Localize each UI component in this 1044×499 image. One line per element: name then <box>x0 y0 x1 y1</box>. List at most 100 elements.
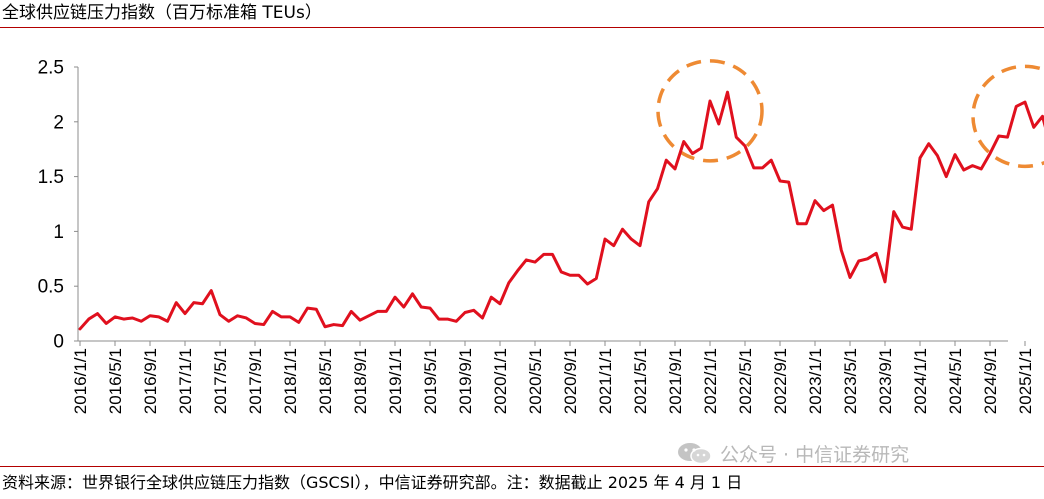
data-point <box>367 314 370 317</box>
data-point <box>665 159 668 162</box>
data-point <box>271 310 274 313</box>
data-point <box>1006 136 1009 139</box>
data-point <box>770 159 773 162</box>
data-point <box>376 310 379 313</box>
x-tick-label: 2019/5/1 <box>421 348 440 414</box>
x-tick-label: 2021/1/1 <box>596 348 615 414</box>
data-point <box>481 316 484 319</box>
source-note: 资料来源：世界银行全球供应链压力指数（GSCSI），中信证券研究部。注：数据截止… <box>2 473 743 492</box>
data-point <box>778 179 781 182</box>
data-point <box>805 222 808 225</box>
data-point <box>175 301 178 304</box>
data-point <box>813 199 816 202</box>
wechat-icon <box>678 443 712 464</box>
data-point <box>227 320 230 323</box>
y-tick-label: 0.5 <box>38 277 64 298</box>
data-point <box>560 270 563 273</box>
data-point <box>350 310 353 313</box>
data-point <box>840 248 843 251</box>
highlight-circle-2 <box>971 64 1044 169</box>
data-point <box>988 152 991 155</box>
data-point <box>218 313 221 316</box>
data-point <box>105 322 108 325</box>
x-tick-label: 2021/9/1 <box>666 348 685 414</box>
x-tick-label: 2022/9/1 <box>771 348 790 414</box>
data-point <box>971 164 974 167</box>
data-point <box>822 209 825 212</box>
x-tick-label: 2023/1/1 <box>806 348 825 414</box>
data-point <box>306 307 309 310</box>
data-point <box>463 311 466 314</box>
x-tick-label: 2024/9/1 <box>981 348 1000 414</box>
data-point <box>525 258 528 261</box>
data-point <box>236 314 239 317</box>
data-point <box>210 289 213 292</box>
x-tick-label: 2021/5/1 <box>631 348 650 414</box>
data-point <box>533 260 536 263</box>
x-tick-label: 2019/1/1 <box>386 348 405 414</box>
data-point <box>647 200 650 203</box>
x-tick-label: 2018/5/1 <box>316 348 335 414</box>
data-point <box>700 147 703 150</box>
line-chart: 00.511.522.5 2016/1/1 2016/5/1 2016/9/1 201… <box>38 58 1044 414</box>
data-point <box>936 154 939 157</box>
data-point <box>148 314 151 317</box>
data-point <box>253 322 256 325</box>
data-point <box>245 316 248 319</box>
data-point <box>918 156 921 159</box>
data-point <box>490 296 493 299</box>
data-point <box>603 237 606 240</box>
data-point <box>288 315 291 318</box>
x-tick-label: 2016/1/1 <box>71 348 90 414</box>
x-tick-label: 2018/9/1 <box>351 348 370 414</box>
x-tick-label: 2022/1/1 <box>701 348 720 414</box>
data-point <box>1023 100 1026 103</box>
data-point <box>875 252 878 255</box>
series-group <box>78 90 1044 331</box>
data-point <box>393 296 396 299</box>
data-point <box>323 325 326 328</box>
x-tick-label: 2022/5/1 <box>736 348 755 414</box>
data-point <box>140 320 143 323</box>
data-point <box>157 315 160 318</box>
data-point <box>682 140 685 143</box>
data-point <box>385 310 388 313</box>
data-point <box>761 166 764 169</box>
data-point <box>358 319 361 322</box>
data-point <box>735 136 738 139</box>
y-tick-label: 1 <box>53 222 64 243</box>
x-tick-label: 2017/5/1 <box>211 348 230 414</box>
data-point <box>787 180 790 183</box>
data-point <box>472 309 475 312</box>
data-point <box>297 321 300 324</box>
data-point <box>866 257 869 260</box>
data-point <box>411 292 414 295</box>
data-point <box>341 324 344 327</box>
data-point <box>673 167 676 170</box>
data-point <box>630 237 633 240</box>
watermark: 公众号 · 中信证券研究 <box>676 440 909 466</box>
x-tick-label: 2017/1/1 <box>176 348 195 414</box>
data-point <box>1015 105 1018 108</box>
data-point <box>122 317 125 320</box>
data-point <box>516 269 519 272</box>
data-point <box>595 277 598 280</box>
data-point <box>901 225 904 228</box>
x-tick-label: 2024/1/1 <box>911 348 930 414</box>
data-point <box>892 210 895 213</box>
x-tick-label: 2018/1/1 <box>281 348 300 414</box>
data-point <box>402 305 405 308</box>
data-point <box>542 253 545 256</box>
data-point <box>743 144 746 147</box>
series-line <box>78 90 1044 331</box>
y-tick-label: 1.5 <box>38 167 64 188</box>
chart-title: 全球供应链压力指数（百万标准箱 TEUs） <box>2 3 322 23</box>
y-tick-label: 2.5 <box>38 58 64 79</box>
data-point <box>708 99 711 102</box>
data-point <box>980 167 983 170</box>
data-point <box>437 317 440 320</box>
data-point <box>831 203 834 206</box>
data-point <box>131 316 134 319</box>
x-tick-label: 2016/5/1 <box>106 348 125 414</box>
y-tick-label: 2 <box>53 112 64 133</box>
